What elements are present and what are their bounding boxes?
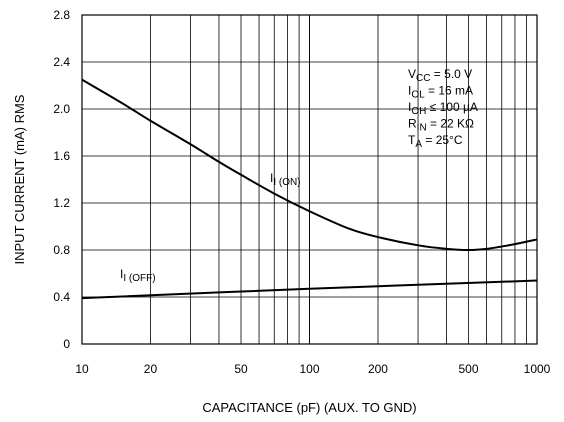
y-axis-label: INPUT CURRENT (mA) RMS — [12, 94, 27, 264]
y-tick-label: 2.0 — [53, 102, 70, 116]
x-tick-label: 1000 — [524, 362, 551, 376]
x-axis-label: CAPACITANCE (pF) (AUX. TO GND) — [202, 400, 416, 415]
series-label-i-on: II (ON) — [270, 171, 301, 188]
condition-line: IOH ≤ 100 µA — [408, 100, 478, 117]
x-tick-label: 10 — [75, 362, 89, 376]
y-tick-label: 0.8 — [53, 243, 70, 257]
x-tick-label: 500 — [459, 362, 479, 376]
plot-frame — [81, 14, 538, 345]
y-tick-labels: 0 0.4 0.8 1.2 1.6 2.0 2.4 2.8 — [53, 8, 70, 351]
x-tick-label: 100 — [299, 362, 319, 376]
x-tick-label: 200 — [368, 362, 388, 376]
condition-line: IOL = 16 mA — [408, 84, 473, 101]
condition-line: VCC = 5.0 V — [408, 67, 472, 84]
x-tick-label: 20 — [144, 362, 158, 376]
y-tick-label: 0.4 — [53, 290, 70, 304]
y-tick-label: 0 — [63, 337, 70, 351]
x-tick-labels: 10 20 50 100 200 500 1000 — [75, 362, 550, 376]
y-tick-label: 1.2 — [53, 196, 70, 210]
series-line-i-off — [81, 279, 538, 300]
y-tick-label: 2.4 — [53, 55, 70, 69]
condition-line: RIN = 22 KΩ — [408, 117, 474, 134]
series-group — [81, 78, 538, 300]
y-tick-label: 2.8 — [53, 8, 70, 22]
series-line-i-on — [81, 78, 538, 252]
series-labels: II (ON) II (OFF) — [120, 171, 301, 284]
grid — [82, 15, 537, 344]
x-tick-label: 50 — [234, 362, 248, 376]
condition-line: TA = 25°C — [408, 133, 463, 150]
series-label-i-off: II (OFF) — [120, 267, 156, 284]
y-tick-label: 1.6 — [53, 149, 70, 163]
